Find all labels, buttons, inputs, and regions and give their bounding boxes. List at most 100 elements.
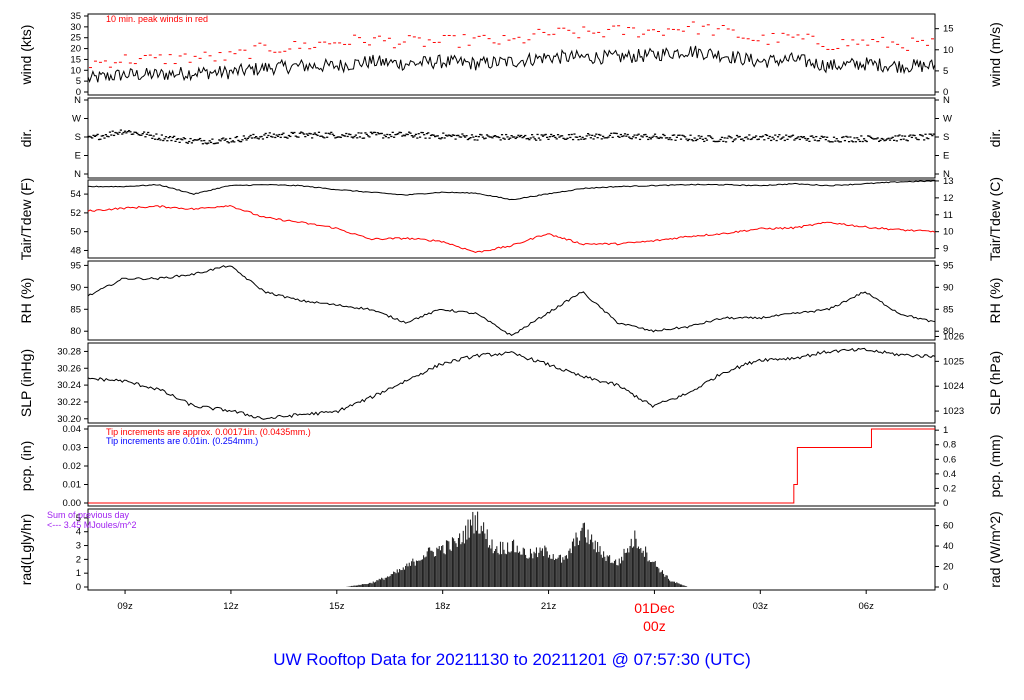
x-tick-label: 09z (117, 601, 133, 612)
panel-frame (87, 342, 936, 424)
tick-label: 52 (70, 208, 81, 219)
panel-slp: SLP (inHg) SLP (hPa) 30.20 30.22 30.24 30.26 3… (18, 331, 1003, 424)
rad-sum-line1: Sum of previous day (47, 510, 130, 520)
tick-label: 3 (76, 541, 81, 552)
tip-note-blue: Tip increments are 0.01in. (0.254mm.) (106, 436, 258, 446)
tick-label: 35 (70, 11, 81, 22)
tick-label: 0.8 (943, 440, 956, 451)
panel-frame (87, 508, 936, 591)
tick-label: 0.00 (63, 498, 82, 509)
tick-label: 1025 (943, 356, 964, 367)
tick-label: 10 (943, 45, 954, 56)
y-label-right: RH (%) (987, 278, 1003, 324)
tick-label: 10 (943, 227, 954, 238)
y-label-left: pcp. (in) (18, 441, 34, 492)
tick-label: 25 (70, 33, 81, 44)
tick-label: 0 (943, 498, 948, 509)
tick-label: W (72, 114, 81, 125)
y-label-right: SLP (hPa) (987, 351, 1003, 415)
tip-note-red: Tip increments are approx. 0.00171in. (0… (106, 427, 311, 437)
y-label-left: dir. (18, 129, 34, 148)
tick-label: W (943, 114, 952, 125)
y-label-left: wind (kts) (18, 25, 34, 86)
x-date-time: 00z (643, 618, 666, 634)
tick-label: 30.22 (57, 397, 81, 408)
tick-label: N (74, 169, 81, 180)
tick-label: 90 (70, 282, 81, 293)
x-tick-label: 15z (329, 601, 345, 612)
tick-label: 13 (943, 176, 954, 187)
tick-label: 0.6 (943, 454, 956, 465)
x-tick-label: 18z (435, 601, 451, 612)
y-label-left: SLP (inHg) (18, 349, 34, 417)
x-tick-label: 21z (541, 601, 557, 612)
tick-label: 40 (943, 541, 954, 552)
y-label-right: Tair/Tdew (C) (987, 177, 1003, 261)
tick-label: 1 (943, 425, 948, 436)
y-label-right: pcp. (mm) (987, 435, 1003, 498)
precip-line (88, 428, 935, 504)
tick-label: N (943, 95, 950, 106)
panel-frame (87, 97, 936, 179)
panel-frame (87, 13, 936, 96)
tick-label: 11 (943, 210, 953, 221)
y-label-left: RH (%) (18, 278, 34, 324)
tick-label: 0.02 (63, 461, 82, 472)
tick-label: 48 (70, 245, 81, 256)
panel-temp: Tair/Tdew (F) Tair/Tdew (C) 48 50 52 54 9 10 11 1… (18, 176, 1003, 261)
tick-label: 30.28 (57, 346, 81, 357)
tick-label: 30.20 (57, 414, 81, 425)
y-label-left: Tair/Tdew (F) (18, 178, 34, 260)
tick-label: 85 (943, 304, 954, 315)
panel-rad: rad(Lgly/hr) rad (W/m^2) 0 1 2 3 4 5 0 20 40 60 Sum … (18, 508, 1003, 593)
tick-label: 85 (70, 304, 81, 315)
x-tick-label: 12z (223, 601, 239, 612)
tick-label: 50 (70, 227, 81, 238)
tick-label: 12 (943, 193, 954, 204)
tick-label: 5 (76, 513, 81, 524)
tick-label: E (75, 151, 81, 162)
panel-frame (87, 260, 936, 341)
tick-label: 1024 (943, 381, 964, 392)
tick-label: 0 (76, 582, 81, 593)
y-label-right: rad (W/m^2) (987, 511, 1003, 588)
tick-label: 20 (943, 562, 954, 573)
x-date-label: 01Dec (634, 600, 674, 616)
panel-pcp: pcp. (in) pcp. (mm) 0.00 0.01 0.02 0.03 0.04 0 0… (18, 424, 1003, 509)
tick-label: 95 (943, 260, 954, 271)
tick-label: 10 (70, 65, 81, 76)
tick-label: 0.4 (943, 469, 956, 480)
y-label-right: wind (m/s) (987, 22, 1003, 88)
tick-label: 1 (76, 568, 81, 579)
x-axis: 09z 12z 15z 18z 21z 01Dec 00z 03z 06z (117, 590, 874, 634)
tick-label: 30.26 (57, 363, 81, 374)
panel-wind: wind (kts) wind (m/s)05101520253035051015… (18, 11, 1003, 98)
tick-label: 90 (943, 282, 954, 293)
tick-label: 15 (70, 54, 81, 65)
tick-label: N (943, 169, 950, 180)
panel-frame (87, 179, 936, 259)
tick-label: 1026 (943, 331, 964, 342)
tick-label: 60 (943, 521, 954, 532)
tick-label: 30.24 (57, 380, 81, 391)
tick-label: E (943, 151, 949, 162)
tick-label: N (74, 95, 81, 106)
panels: wind (kts) wind (m/s)05101520253035051015… (18, 11, 1003, 593)
tick-label: 0 (943, 582, 948, 593)
tick-label: 4 (76, 527, 81, 538)
tick-label: 0.01 (63, 480, 82, 491)
x-tick-label: 03z (753, 601, 769, 612)
chart-title: UW Rooftop Data for 20211130 to 20211201… (273, 650, 750, 669)
rh-line (87, 265, 936, 337)
wind-mean-line (87, 45, 936, 84)
tick-label: 20 (70, 44, 81, 55)
tick-label: S (75, 132, 81, 143)
tdew-line (87, 204, 936, 254)
tick-label: 0.04 (63, 424, 82, 435)
y-label-left: rad(Lgly/hr) (18, 514, 34, 586)
tick-label: 95 (70, 260, 81, 271)
peak-wind-note: 10 min. peak winds in red (106, 14, 208, 24)
tick-label: S (943, 132, 949, 143)
